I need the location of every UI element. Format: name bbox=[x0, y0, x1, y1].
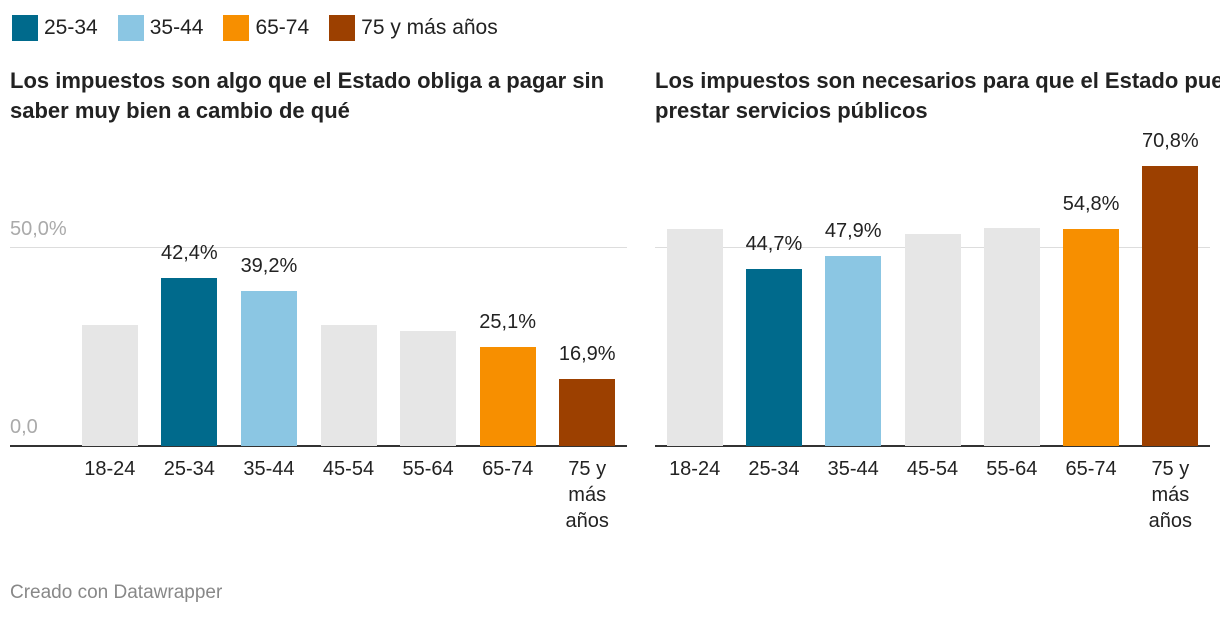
footer: Creado con Datawrapper bbox=[10, 582, 223, 603]
x-tick-label: 35-44 bbox=[827, 458, 879, 480]
bar bbox=[400, 331, 457, 446]
x-tick-label: 75 y más años bbox=[1148, 458, 1193, 532]
value-label: 39,2% bbox=[240, 254, 298, 277]
legend-swatch bbox=[329, 15, 356, 41]
bar bbox=[161, 278, 218, 446]
bar bbox=[240, 290, 297, 446]
y-tick-label: 0,0 bbox=[10, 416, 38, 438]
legend-label: 35-44 bbox=[149, 16, 204, 39]
x-tick-label: 65-74 bbox=[1065, 458, 1117, 480]
chart-title: Los impuestos son algo que el Estado obl… bbox=[10, 68, 605, 123]
value-label: 16,9% bbox=[558, 343, 616, 366]
baseline bbox=[655, 445, 1210, 447]
legend-swatch bbox=[117, 15, 144, 41]
legend-swatch bbox=[223, 15, 250, 41]
y-tick-label: 50,0% bbox=[10, 217, 67, 240]
bar bbox=[81, 325, 138, 446]
value-label: 70,8% bbox=[1141, 129, 1199, 152]
legend: 25-34 35-44 65-74 75 y más años bbox=[12, 15, 498, 41]
legend-item: 75 y más años bbox=[329, 15, 498, 41]
legend-swatch bbox=[12, 15, 38, 41]
x-tick-label: 18-24 bbox=[669, 458, 721, 480]
bar bbox=[320, 325, 377, 446]
legend-item: 25-34 bbox=[12, 15, 98, 41]
x-tick-label: 55-64 bbox=[402, 458, 454, 480]
legend-item: 65-74 bbox=[223, 15, 309, 41]
value-label: 47,9% bbox=[824, 220, 882, 243]
x-tick-label: 65-74 bbox=[482, 458, 534, 480]
bar bbox=[983, 228, 1040, 446]
legend-label: 75 y más años bbox=[361, 16, 498, 39]
x-tick-label: 35-44 bbox=[243, 458, 295, 480]
x-tick-label: 55-64 bbox=[986, 458, 1038, 480]
x-tick-label: 25-34 bbox=[163, 458, 215, 480]
legend-item: 35-44 bbox=[117, 15, 204, 41]
x-tick-label: 45-54 bbox=[322, 458, 375, 480]
value-label: 44,7% bbox=[745, 232, 803, 255]
bar bbox=[904, 234, 961, 446]
legend-label: 65-74 bbox=[255, 16, 310, 39]
x-tick-label: 18-24 bbox=[84, 458, 136, 480]
bar bbox=[745, 268, 802, 446]
baseline bbox=[10, 445, 627, 447]
value-label: 42,4% bbox=[160, 242, 218, 265]
bar bbox=[666, 228, 723, 446]
value-label: 25,1% bbox=[479, 310, 536, 333]
chart-title: Los impuestos son necesarios para que el… bbox=[655, 68, 1220, 123]
x-tick-label: 25-34 bbox=[748, 458, 800, 480]
bar bbox=[559, 379, 616, 446]
bar bbox=[1142, 165, 1199, 446]
x-tick-label: 45-54 bbox=[906, 458, 959, 480]
bar bbox=[825, 256, 882, 446]
bar bbox=[1063, 228, 1120, 446]
bar bbox=[479, 346, 536, 446]
x-tick-label: 75 y más años bbox=[565, 458, 609, 532]
value-label: 54,8% bbox=[1062, 192, 1120, 215]
grid-line bbox=[10, 246, 627, 248]
legend-label: 25-34 bbox=[44, 16, 98, 39]
